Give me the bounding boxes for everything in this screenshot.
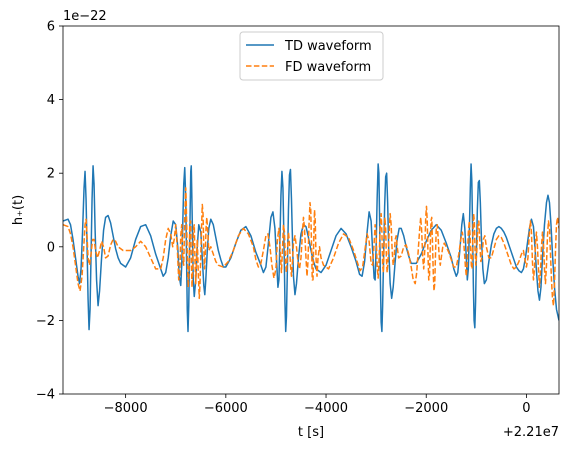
y-tick-label: −2 — [36, 314, 55, 329]
y-tick-label: 2 — [47, 167, 55, 182]
y-scale-factor-label: 1e−22 — [63, 9, 107, 24]
y-tick-label: 0 — [47, 240, 55, 255]
x-tick-label: −4000 — [304, 401, 348, 416]
legend-label-td: TD waveform — [284, 39, 372, 54]
x-offset-label: +2.21e7 — [503, 425, 559, 440]
x-tick-label: −2000 — [404, 401, 448, 416]
plot-frame — [62, 25, 560, 395]
y-tick-label: −4 — [36, 388, 55, 403]
legend: TD waveform FD waveform — [239, 31, 384, 81]
x-tick-label: −6000 — [204, 401, 248, 416]
x-axis: −8000 −6000 −4000 −2000 0 — [104, 394, 531, 416]
y-tick-label: 4 — [47, 93, 55, 108]
x-tick-label: −8000 — [104, 401, 148, 416]
legend-box — [239, 31, 384, 81]
y-tick-label: 6 — [47, 20, 55, 35]
x-tick-label: 0 — [522, 401, 530, 416]
y-axis-label: h₊(t) — [11, 195, 26, 225]
y-axis: −4 −2 0 2 4 6 — [36, 20, 63, 403]
series-line-fd — [63, 187, 559, 307]
x-axis-label: t [s] — [298, 425, 324, 440]
legend-label-fd: FD waveform — [285, 60, 371, 75]
plot-series-layer — [63, 163, 559, 333]
